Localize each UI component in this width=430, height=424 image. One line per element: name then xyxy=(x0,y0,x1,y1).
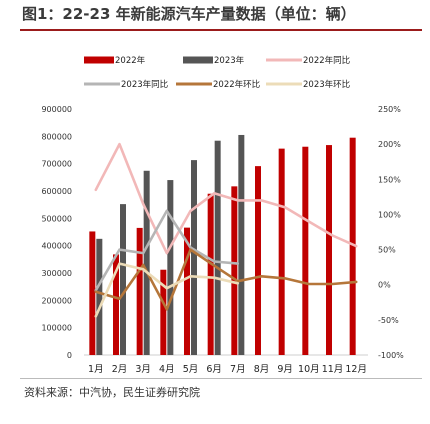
y-left-tick-800000: 800000 xyxy=(41,132,72,141)
y-left-tick-0: 0 xyxy=(67,351,72,360)
bar-2023年-3月 xyxy=(143,170,150,355)
legend-label-2022年环比: 2022年环比 xyxy=(213,79,260,90)
bars xyxy=(89,134,356,355)
bar-2023年-7月 xyxy=(238,134,245,355)
x-tick-9月: 9月 xyxy=(277,364,293,375)
bar-2022年-2月 xyxy=(113,254,119,355)
bar-2022年-10月 xyxy=(302,146,309,355)
y-right-axis: 250% 200% 150% 100% 50% 0% -50% -100% xyxy=(378,105,404,360)
bar-2022年-7月 xyxy=(231,186,238,355)
x-tick-3月: 3月 xyxy=(135,364,151,375)
bar-2022年-9月 xyxy=(278,148,285,355)
legend-swatch-2023年 xyxy=(183,56,213,64)
x-tick-7月: 7月 xyxy=(230,364,246,375)
bar-2022年-11月 xyxy=(326,145,332,355)
y-left-axis: 0 100000 200000 300000 400000 500000 600000 700… xyxy=(41,105,72,360)
y-right-tick-200%: 200% xyxy=(378,140,401,149)
bar-2022年-1月 xyxy=(89,231,96,355)
bar-2023年-6月 xyxy=(214,140,221,355)
legend-label-2022年同比: 2022年同比 xyxy=(303,55,350,66)
y-right-tick-150%: 150% xyxy=(378,175,401,184)
legend-label-2023年同比: 2023年同比 xyxy=(121,79,168,90)
x-tick-1月: 1月 xyxy=(88,364,104,375)
x-tick-12月: 12月 xyxy=(345,364,367,375)
bar-2022年-12月 xyxy=(349,137,356,355)
y-right-tick-50%: 50% xyxy=(378,246,396,255)
line-2022年同比 xyxy=(94,142,358,255)
bar-2022年-4月 xyxy=(160,269,167,355)
chart-title: 图1：22-23 年新能源汽车产量数据（单位：辆） xyxy=(22,5,356,23)
y-left-tick-900000: 900000 xyxy=(41,105,72,114)
x-tick-5月: 5月 xyxy=(183,364,199,375)
x-tick-10月: 10月 xyxy=(298,364,320,375)
source-rule xyxy=(20,378,422,379)
bar-2022年-8月 xyxy=(255,166,261,355)
x-tick-8月: 8月 xyxy=(254,364,270,375)
bar-2023年-2月 xyxy=(120,204,126,355)
bar-2023年-1月 xyxy=(96,238,103,355)
line-2023年环比 xyxy=(94,262,240,318)
bar-2022年-3月 xyxy=(136,227,143,355)
legend-label-2023年环比: 2023年环比 xyxy=(303,79,350,90)
y-left-tick-300000: 300000 xyxy=(41,269,72,278)
y-left-tick-600000: 600000 xyxy=(41,187,72,196)
y-left-tick-100000: 100000 xyxy=(41,324,72,333)
line-2022年环比 xyxy=(94,248,358,311)
y-left-tick-500000: 500000 xyxy=(41,214,72,223)
y-right-tick--50%: -50% xyxy=(378,316,399,325)
title-block: 图1：22-23 年新能源汽车产量数据（单位：辆） xyxy=(20,0,422,31)
bar-2022年-5月 xyxy=(184,227,190,355)
x-tick-2月: 2月 xyxy=(112,364,128,375)
y-left-tick-400000: 400000 xyxy=(41,242,72,251)
bar-2022年-6月 xyxy=(207,193,214,355)
y-right-tick--100%: -100% xyxy=(378,351,404,360)
legend-label-2022年: 2022年 xyxy=(115,55,146,66)
y-right-tick-0%: 0% xyxy=(378,281,391,290)
legend-swatch-2022年 xyxy=(84,56,114,64)
lines xyxy=(94,142,358,318)
bar-2023年-5月 xyxy=(191,160,197,355)
y-left-tick-200000: 200000 xyxy=(41,296,72,305)
y-right-tick-250%: 250% xyxy=(378,105,401,114)
line-2023年同比 xyxy=(94,209,240,292)
source-note: 资料来源：中汽协，民生证券研究院 xyxy=(24,386,200,399)
legend: 2022年 2023年 2022年同比 2023年同比 2022年环比 2023年环比 xyxy=(84,55,350,90)
y-left-tick-700000: 700000 xyxy=(41,160,72,169)
legend-label-2023年: 2023年 xyxy=(214,55,245,66)
x-tick-11月: 11月 xyxy=(322,364,344,375)
x-tick-labels: 1月 2月 3月 4月 5月 6月 7月 8月 9月 10月 11月 12月 xyxy=(88,364,367,375)
x-tick-4月: 4月 xyxy=(159,364,175,375)
bar-2023年-4月 xyxy=(167,180,174,355)
y-right-tick-100%: 100% xyxy=(378,210,401,219)
x-tick-6月: 6月 xyxy=(206,364,222,375)
title-rule xyxy=(20,29,422,31)
